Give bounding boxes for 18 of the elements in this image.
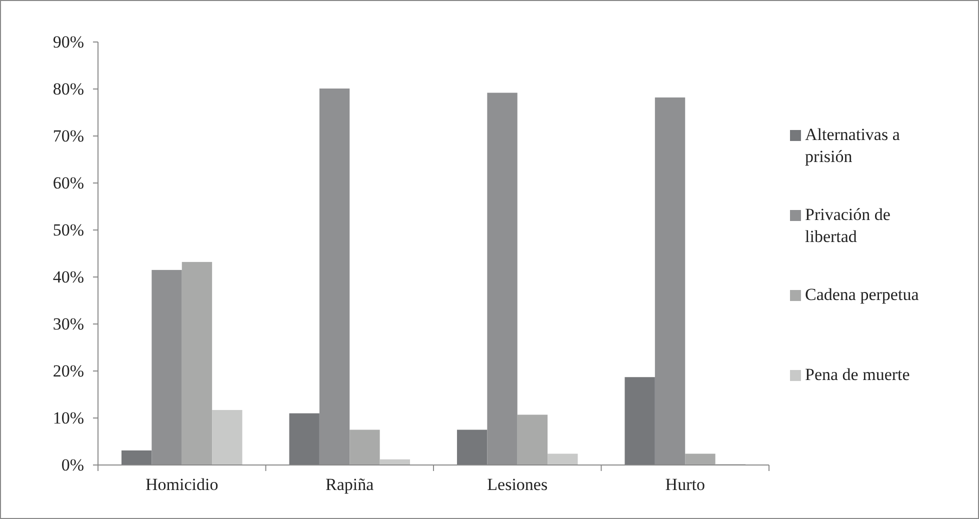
x-tick-label: Lesiones [487, 475, 548, 494]
y-tick-label: 30% [52, 314, 84, 334]
y-tick-label: 90% [52, 32, 84, 52]
x-tick-label: Homicidio [146, 475, 218, 494]
legend-label: Cadena perpetua [805, 285, 920, 304]
y-tick-label: 80% [52, 79, 84, 98]
x-tick-label: Rapiña [326, 475, 374, 494]
x-tick-label: Hurto [665, 475, 705, 494]
y-tick-label: 0% [61, 455, 84, 474]
legend-label: Privación de libertad [805, 205, 890, 246]
y-tick-label: 60% [52, 173, 84, 192]
legend-label: Alternativas a prisión [805, 125, 900, 166]
legend-label: Pena de muerte [805, 365, 910, 384]
y-tick-label: 20% [52, 361, 84, 380]
y-tick-label: 40% [52, 267, 84, 286]
y-tick-label: 10% [52, 408, 84, 428]
y-tick-label: 70% [52, 126, 84, 146]
y-tick-label: 50% [52, 220, 84, 240]
